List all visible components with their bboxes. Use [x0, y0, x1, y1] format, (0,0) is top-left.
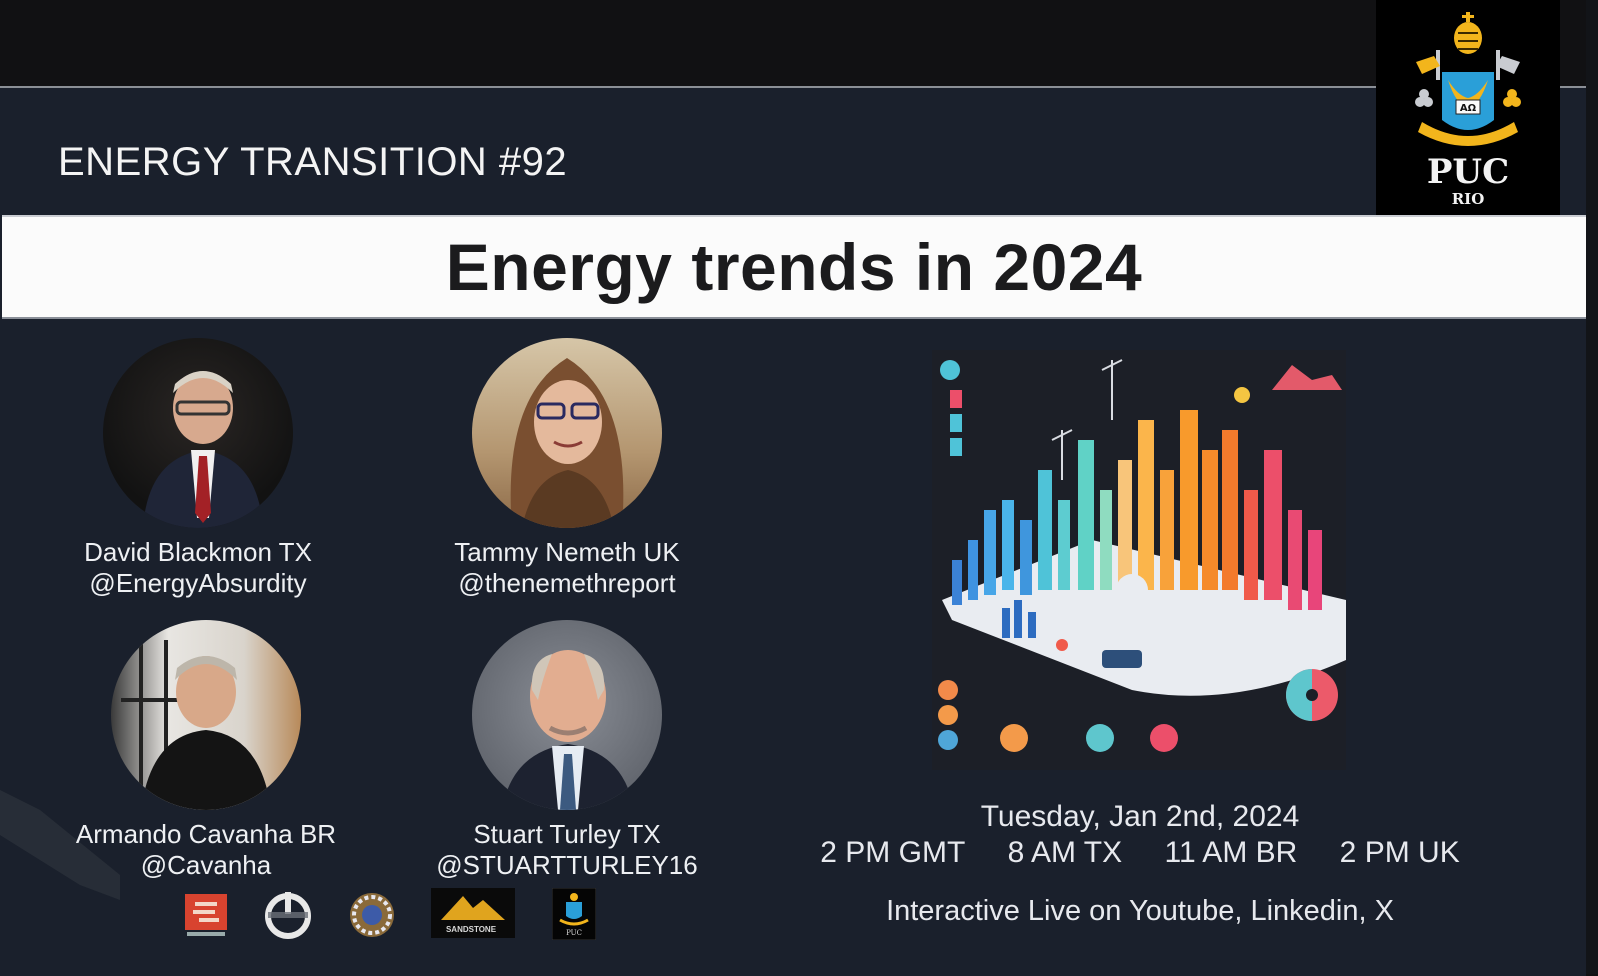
speaker-name: Armando Cavanha BR	[75, 819, 337, 849]
avatar	[111, 620, 301, 810]
speaker-card: Stuart Turley TX @STUARTTURLEY16	[387, 620, 747, 881]
puc-small-crest-icon: PUC	[551, 887, 597, 941]
bar-chart-illustration-icon	[932, 350, 1346, 770]
person-silhouette-icon	[143, 371, 263, 528]
power-button-icon	[265, 892, 311, 939]
sponsor-sandstone-logo: SANDSTONE	[431, 888, 515, 943]
puc-rio-logo: AΩ PUC RIO	[1376, 0, 1560, 215]
speaker-handle: @EnergyAbsurdity	[89, 568, 307, 598]
cavanha-com-icon	[350, 893, 394, 937]
speaker-card: Tammy Nemeth UK @thenemethreport	[387, 338, 747, 599]
broadcast-info: Interactive Live on Youtube, Linkedin, X	[886, 895, 1394, 927]
time-gmt: 2 PM GMT	[820, 836, 966, 869]
person-silhouette-icon	[510, 358, 624, 528]
speaker-handle: @STUARTTURLEY16	[436, 850, 698, 880]
puc-crest-icon: AΩ	[1415, 12, 1521, 146]
speaker-name: David Blackmon TX	[84, 537, 312, 567]
time-tx: 8 AM TX	[1007, 836, 1123, 869]
speaker-card: David Blackmon TX @EnergyAbsurdity	[18, 338, 378, 599]
time-br: 11 AM BR	[1164, 836, 1298, 869]
avatar	[472, 620, 662, 810]
svg-text:AΩ: AΩ	[1460, 103, 1477, 114]
logo-name: PUC	[1426, 152, 1510, 192]
svg-text:PUC: PUC	[566, 929, 582, 937]
headline: Energy trends in 2024	[445, 230, 1143, 304]
series-title: ENERGY TRANSITION #92	[58, 140, 568, 184]
person-silhouette-icon	[121, 640, 271, 810]
svg-text:SANDSTONE: SANDSTONE	[446, 925, 497, 934]
video-top-bar	[0, 0, 1598, 86]
event-date: Tuesday, Jan 2nd, 2024	[980, 800, 1300, 833]
energy-infographic-image	[932, 350, 1346, 770]
cs-energy-icon	[185, 894, 227, 936]
time-uk: 2 PM UK	[1339, 836, 1460, 869]
avatar	[472, 338, 662, 528]
speaker-handle: @thenemethreport	[458, 568, 676, 598]
person-silhouette-icon	[502, 650, 634, 810]
speaker-name: Tammy Nemeth UK	[454, 537, 680, 567]
event-times: 2 PM GMT 8 AM TX 11 AM BR 2 PM UK	[780, 836, 1500, 870]
speaker-name: Stuart Turley TX	[473, 819, 661, 849]
logo-subname: RIO	[1451, 190, 1485, 208]
sandstone-group-icon: SANDSTONE	[431, 888, 515, 938]
chevron-decoration	[0, 790, 120, 900]
avatar	[103, 338, 293, 528]
sponsor-power-logo	[260, 890, 316, 945]
speaker-handle: @Cavanha	[140, 850, 272, 880]
speaker-card: Armando Cavanha BR @Cavanha	[26, 620, 386, 881]
sponsor-cs-energy-logo	[185, 894, 227, 943]
sponsor-puc-logo: PUC	[551, 887, 597, 945]
headline-band: Energy trends in 2024	[2, 215, 1586, 319]
right-edge-strip	[1586, 0, 1598, 974]
sponsor-cavanha-logo	[347, 890, 397, 945]
